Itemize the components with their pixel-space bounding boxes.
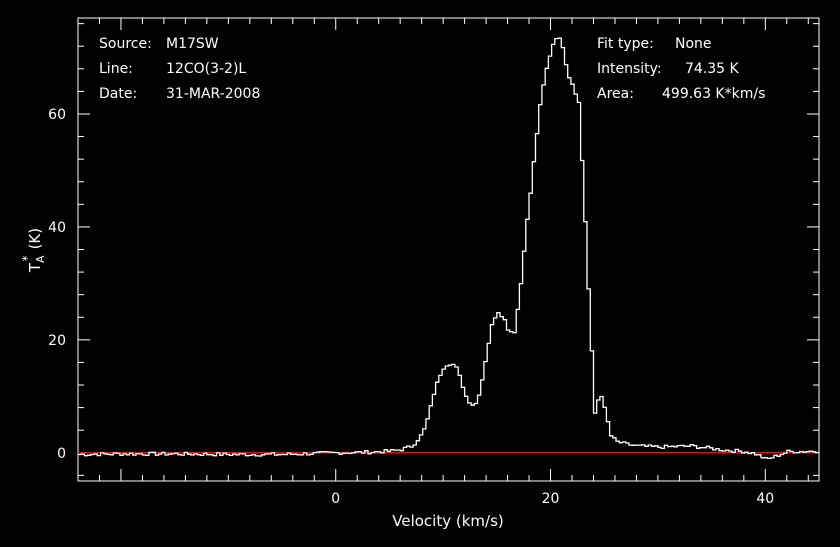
fit-type-label: Fit type: <box>597 36 654 52</box>
source-value: M17SW <box>166 36 219 52</box>
intensity-value: 74.35 K <box>685 61 739 77</box>
y-tick-label: 20 <box>48 333 66 349</box>
y-axis-label-sup: * <box>20 255 34 261</box>
area-label: Area: <box>597 86 634 102</box>
line-value: 12CO(3-2)L <box>166 61 247 77</box>
y-axis-label: TA* (K) <box>20 228 47 273</box>
y-tick-label: 40 <box>48 220 66 236</box>
y-axis-label-unit: (K) <box>26 228 44 250</box>
date-value: 31-MAR-2008 <box>166 86 261 102</box>
fit-type-value: None <box>675 36 712 52</box>
y-axis-label-main: T <box>26 262 44 273</box>
axis-tick-labels: 0 20 40 0 20 40 60 <box>48 107 774 507</box>
source-label: Source: <box>99 36 152 52</box>
svg-text:TA*(K): TA* (K) <box>20 228 47 273</box>
y-tick-label: 0 <box>57 446 66 462</box>
x-axis-label: Velocity (km/s) <box>392 512 503 530</box>
intensity-label: Intensity: <box>597 61 662 77</box>
spectrum-series-line <box>78 37 820 460</box>
date-label: Date: <box>99 86 138 102</box>
x-tick-label: 20 <box>542 491 560 507</box>
line-label: Line: <box>99 61 133 77</box>
x-tick-label: 0 <box>331 491 340 507</box>
x-tick-label: 40 <box>756 491 774 507</box>
y-tick-label: 60 <box>48 107 66 123</box>
y-axis-label-sub: A <box>34 255 47 263</box>
area-value: 499.63 K*km/s <box>662 86 766 102</box>
